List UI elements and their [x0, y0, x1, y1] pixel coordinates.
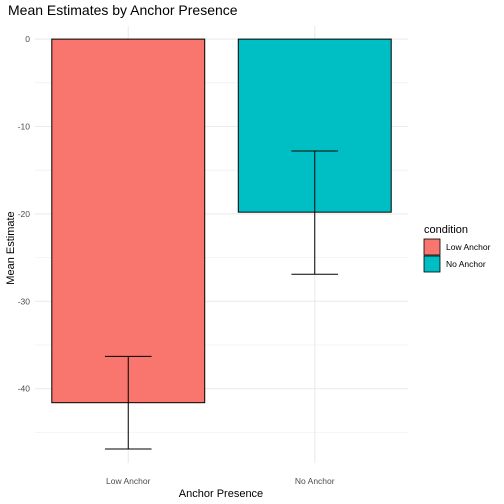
error-bars [104, 150, 339, 450]
x-tick-labels: Low Anchor No Anchor [106, 476, 335, 486]
error-bar [291, 150, 339, 275]
legend-item: Low Anchor [423, 238, 491, 256]
chart-title: Mean Estimates by Anchor Presence [8, 2, 238, 18]
legend-swatch [423, 238, 441, 256]
y-tick-label: -20 [18, 209, 31, 219]
y-axis-title: Mean Estimate [5, 211, 17, 284]
x-tick-label: No Anchor [295, 476, 335, 486]
y-tick-label: -30 [18, 296, 31, 306]
y-tick-label: -10 [18, 122, 31, 132]
legend-label: Low Anchor [446, 242, 491, 252]
legend: condition Low Anchor No Anchor [423, 224, 491, 273]
x-tick-label: Low Anchor [106, 476, 151, 486]
y-tick-label: 0 [25, 34, 30, 44]
legend-swatch [423, 255, 441, 273]
legend-label: No Anchor [446, 259, 486, 269]
error-bar [104, 355, 152, 450]
x-axis-title: Anchor Presence [179, 488, 263, 500]
bars [51, 38, 392, 404]
legend-item: No Anchor [423, 255, 486, 273]
legend-title: condition [424, 224, 468, 236]
y-tick-labels: 0 -10 -20 -30 -40 [18, 34, 31, 394]
bar-low-anchor [51, 38, 206, 404]
y-tick-label: -40 [18, 384, 31, 394]
